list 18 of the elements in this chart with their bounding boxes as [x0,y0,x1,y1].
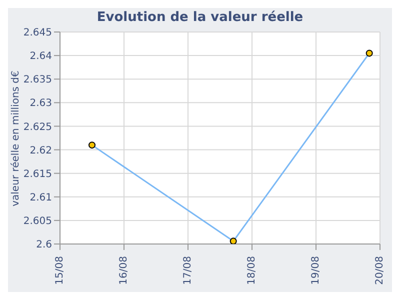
y-tick-label: 2.6 [36,240,52,251]
x-tick-label: 19/08 [310,256,322,285]
y-tick-label: 2.62 [30,145,52,156]
y-axis-title: valeur réelle en millions d€ [10,70,22,206]
chart-title: Evolution de la valeur réelle [96,9,304,27]
y-tick-label: 2.625 [23,122,52,133]
x-tick-label: 17/08 [182,256,194,285]
y-tick-label: 2.635 [23,74,52,86]
y-tick-label: 2.615 [23,168,52,180]
y-tick-label: 2.645 [23,28,52,39]
x-tick-label: 16/08 [118,256,130,285]
y-tick-label: 2.63 [30,98,52,110]
y-tick-label: 2.61 [30,192,52,204]
x-tick-label: 20/08 [374,256,386,285]
y-tick-label: 2.64 [30,51,52,62]
x-tick-label: 15/08 [54,256,66,285]
y-tick-label: 2.605 [23,216,52,227]
x-tick-label: 18/08 [246,256,258,285]
